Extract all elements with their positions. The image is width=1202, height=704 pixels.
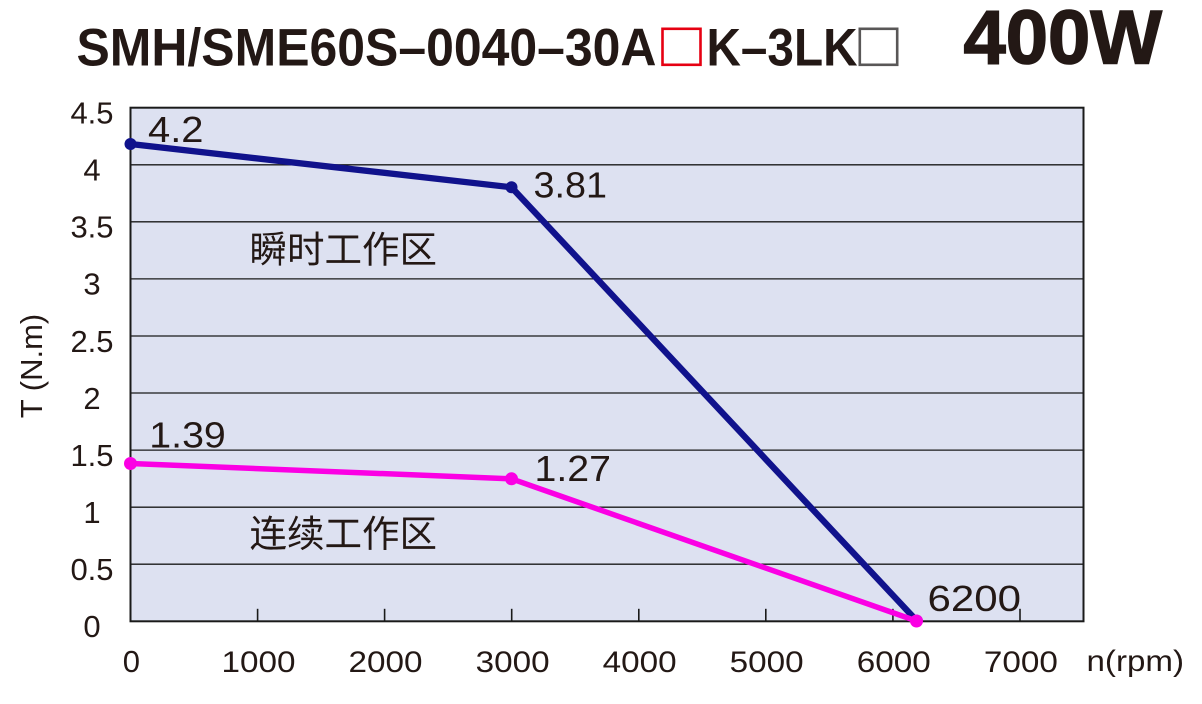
svg-text:3: 3 [83,267,100,302]
svg-text:6200: 6200 [928,578,1022,619]
svg-text:4.2: 4.2 [148,109,204,150]
svg-text:1.27: 1.27 [535,448,612,489]
svg-text:1.5: 1.5 [70,438,113,473]
svg-text:3.5: 3.5 [70,210,113,245]
svg-text:0.5: 0.5 [70,552,113,587]
svg-text:5000: 5000 [730,646,804,679]
svg-text:SMH/SME60S–0040–30A: SMH/SME60S–0040–30A [77,18,657,77]
svg-text:2.5: 2.5 [70,324,113,359]
svg-text:0: 0 [123,644,140,679]
svg-text:3000: 3000 [476,646,550,679]
svg-text:7000: 7000 [984,646,1058,679]
svg-text:1: 1 [83,495,100,530]
svg-text:4: 4 [83,153,100,188]
svg-text:4000: 4000 [603,646,677,679]
svg-text:n(rpm): n(rpm) [1087,645,1185,678]
svg-text:4.5: 4.5 [70,96,113,131]
svg-text:3.81: 3.81 [534,165,608,206]
svg-text:T (N.m): T (N.m) [14,314,49,418]
svg-text:2000: 2000 [349,646,423,679]
svg-text:400W: 400W [964,0,1163,80]
svg-text:K–3LK: K–3LK [707,18,858,77]
svg-text:6000: 6000 [857,646,931,679]
svg-text:0: 0 [83,609,100,644]
svg-text:2: 2 [83,381,100,416]
svg-text:1.39: 1.39 [149,414,226,455]
svg-text:1000: 1000 [222,646,296,679]
